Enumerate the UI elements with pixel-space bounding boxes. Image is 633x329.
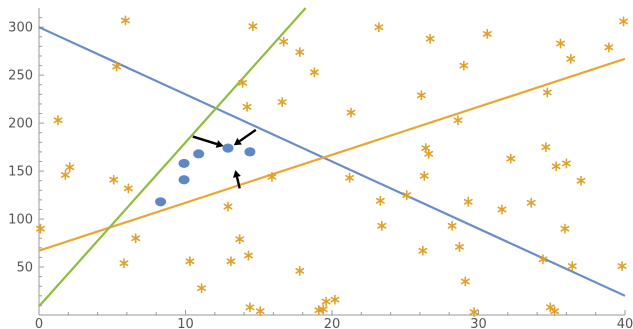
- star-point: [60, 169, 70, 180]
- star-point: [248, 21, 258, 32]
- star-point: [556, 38, 565, 49]
- line-green: [38, 7, 307, 308]
- dot-point: [178, 158, 190, 169]
- y-tick-label: 150: [8, 165, 33, 180]
- star-point: [604, 42, 614, 53]
- star-point: [330, 294, 340, 305]
- star-point: [235, 234, 245, 245]
- star-point: [550, 306, 560, 317]
- star-point: [244, 250, 253, 261]
- star-point: [345, 172, 355, 183]
- x-tick-label: 0: [35, 317, 43, 329]
- star-point: [309, 67, 319, 78]
- star-point: [419, 170, 429, 181]
- y-tick-label: 250: [8, 69, 33, 84]
- star-point: [295, 265, 305, 276]
- star-point: [131, 233, 141, 244]
- star-point: [375, 195, 385, 206]
- line-orange: [38, 57, 626, 252]
- star-point: [560, 223, 570, 234]
- star-point: [238, 77, 248, 88]
- dot-point: [193, 149, 205, 159]
- y-tick-label: 100: [8, 213, 33, 228]
- star-point: [267, 171, 277, 182]
- star-point: [185, 256, 195, 267]
- star-point: [545, 302, 555, 313]
- star-point: [416, 90, 426, 101]
- star-point: [617, 261, 627, 272]
- star-point: [377, 220, 387, 231]
- star-point: [463, 196, 473, 207]
- star-point: [460, 276, 470, 287]
- star-point: [279, 36, 289, 47]
- fitted-lines: [38, 7, 626, 308]
- star-point: [541, 142, 551, 153]
- star-point: [119, 258, 129, 269]
- star-point: [418, 245, 428, 256]
- arrow: [192, 135, 224, 148]
- star-point: [197, 283, 207, 294]
- star-point: [459, 60, 469, 71]
- star-point: [526, 197, 536, 208]
- star-point: [36, 223, 45, 234]
- y-tick-label: 200: [8, 117, 33, 132]
- star-point: [538, 254, 548, 265]
- star-point: [242, 101, 252, 112]
- axes: [38, 8, 626, 316]
- star-point: [295, 47, 305, 58]
- star-point: [109, 174, 119, 185]
- star-point: [53, 115, 63, 126]
- star-point: [455, 241, 464, 252]
- star-point: [65, 162, 75, 173]
- arrow: [233, 170, 241, 189]
- star-point: [318, 304, 328, 315]
- star-point: [469, 307, 479, 318]
- dot-point: [244, 147, 256, 157]
- star-point: [567, 261, 577, 272]
- line-blue: [38, 26, 626, 297]
- star-point: [255, 306, 265, 317]
- arrows: [192, 128, 257, 189]
- x-tick-label: 10: [177, 317, 194, 329]
- star-point: [346, 107, 356, 118]
- star-points: [36, 15, 628, 318]
- star-point: [424, 148, 434, 159]
- star-point: [619, 16, 628, 27]
- star-point: [321, 296, 331, 307]
- star-point: [576, 175, 586, 186]
- star-point: [542, 87, 552, 98]
- star-point: [497, 204, 507, 215]
- dot-points: [155, 143, 256, 207]
- star-point: [402, 190, 412, 201]
- x-tick-label: 20: [324, 317, 341, 329]
- tick-labels: 0 10 20 30 40 50 100 150 200 250 300: [8, 21, 633, 329]
- dot-point: [222, 143, 234, 153]
- x-tick-label: 30: [470, 317, 487, 329]
- star-point: [551, 161, 561, 172]
- star-point: [374, 22, 384, 33]
- y-tick-label: 50: [16, 261, 33, 276]
- star-point: [447, 220, 457, 231]
- arrow: [233, 128, 257, 146]
- star-point: [425, 33, 435, 44]
- star-point: [123, 183, 133, 194]
- star-point: [245, 302, 255, 313]
- star-point: [120, 15, 130, 26]
- star-point: [277, 97, 287, 108]
- x-tick-label: 40: [617, 317, 633, 329]
- star-point: [561, 158, 571, 169]
- star-point: [223, 201, 233, 212]
- dot-point: [155, 197, 167, 207]
- y-tick-label: 300: [8, 21, 33, 36]
- star-point: [482, 28, 492, 39]
- star-point: [506, 153, 516, 164]
- star-point: [226, 256, 236, 267]
- star-point: [112, 61, 122, 72]
- star-point: [453, 115, 463, 126]
- star-point: [566, 53, 576, 64]
- dot-point: [178, 175, 190, 185]
